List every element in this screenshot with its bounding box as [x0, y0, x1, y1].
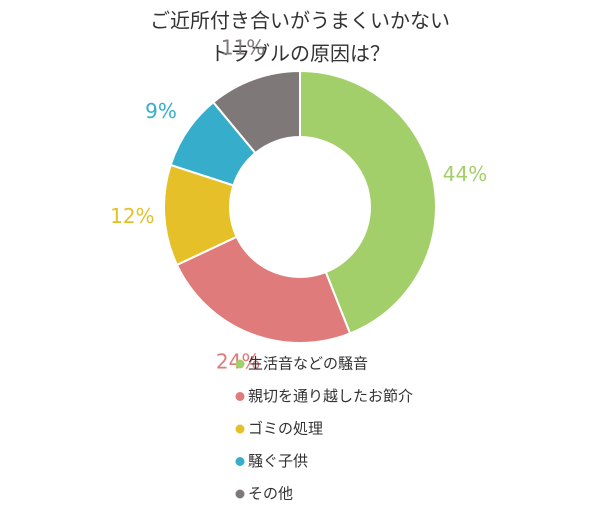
legend-label: 生活音などの騒音 — [248, 355, 368, 373]
donut-slice — [211, 69, 301, 155]
legend-marker — [235, 359, 245, 369]
legend-label: その他 — [248, 485, 293, 503]
value-label: 44% — [443, 162, 487, 186]
donut-slice — [299, 69, 437, 335]
legend-marker — [235, 457, 245, 466]
value-label: 9% — [145, 99, 177, 123]
legend-label: ゴミの処理 — [248, 420, 323, 438]
legend-marker — [235, 392, 245, 401]
legend-label: 騒ぐ子供 — [248, 452, 308, 470]
value-label: 12% — [110, 204, 154, 228]
legend-marker — [235, 489, 245, 499]
chart-title: トラブルの原因は？ — [210, 42, 390, 66]
value-label: 11% — [221, 35, 265, 59]
donut-slice — [175, 235, 352, 344]
legend-label: 親切を通り越したお節介 — [248, 387, 413, 405]
legend-marker — [235, 424, 245, 434]
chart-title: ご近所付き合いがうまくいかない — [150, 9, 450, 33]
